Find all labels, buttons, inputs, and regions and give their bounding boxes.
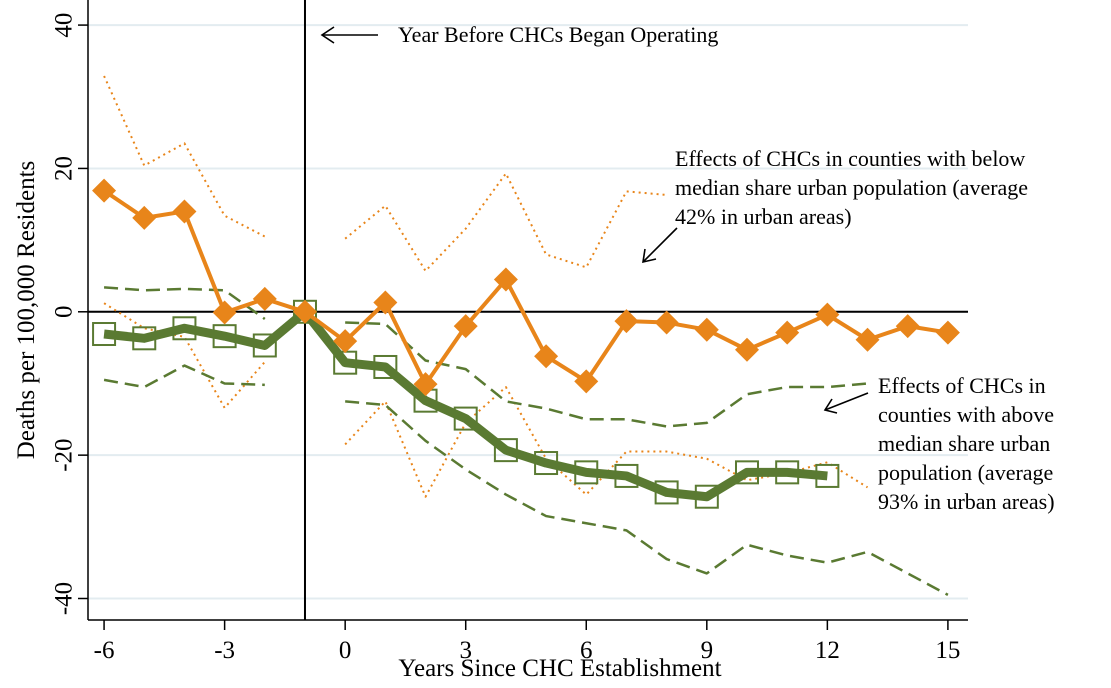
annotation: 93% in urban areas) xyxy=(878,489,1055,514)
marker xyxy=(694,484,719,509)
series-line xyxy=(102,189,949,387)
annotation: counties with above xyxy=(878,402,1054,427)
series-line xyxy=(345,321,868,428)
x-axis-label: Years Since CHC Establishment xyxy=(398,655,721,682)
marker xyxy=(252,333,277,358)
marker xyxy=(413,372,438,397)
arrow xyxy=(824,392,869,411)
arrow xyxy=(642,227,678,263)
y-tick-label: -20 xyxy=(51,438,78,471)
marker xyxy=(654,480,679,505)
marker xyxy=(493,267,518,292)
marker xyxy=(292,299,317,324)
arrow-head xyxy=(320,26,335,44)
y-tick-label: -40 xyxy=(51,582,78,615)
x-tick-label: 0 xyxy=(339,637,352,664)
marker xyxy=(935,320,960,345)
series-line xyxy=(103,302,266,409)
annotation: median share urban xyxy=(878,431,1050,456)
marker xyxy=(775,460,800,485)
x-tick-label: 6 xyxy=(580,637,593,664)
arrows xyxy=(320,26,869,414)
marker xyxy=(815,302,840,327)
x-tick-label: 3 xyxy=(459,637,472,664)
series-line xyxy=(103,307,828,502)
marker xyxy=(453,406,478,431)
series-line xyxy=(345,400,949,597)
y-tick-label: 20 xyxy=(51,156,78,181)
x-tick-label: 9 xyxy=(701,637,714,664)
x-tick-label: -6 xyxy=(94,637,115,664)
marker xyxy=(493,438,518,463)
annotation: median share urban population (average xyxy=(675,175,1028,200)
y-tick-label: 0 xyxy=(51,306,78,319)
marker xyxy=(453,314,478,339)
annotation: population (average xyxy=(878,460,1053,485)
marker xyxy=(92,178,117,203)
marker xyxy=(815,463,840,488)
marker xyxy=(614,309,639,334)
arrow-head xyxy=(642,248,657,264)
marker xyxy=(132,326,157,351)
marker xyxy=(172,199,197,224)
marker xyxy=(734,460,759,485)
y-axis-label: Deaths per 100,000 Residents xyxy=(13,161,40,460)
marker xyxy=(734,337,759,362)
annotation: Year Before CHCs Began Operating xyxy=(398,22,718,47)
series-line xyxy=(344,172,667,272)
marker xyxy=(132,205,157,230)
marker xyxy=(775,320,800,345)
marker xyxy=(654,310,679,335)
marker xyxy=(333,329,358,354)
marker xyxy=(574,369,599,394)
marker xyxy=(855,327,880,352)
marker xyxy=(373,290,398,315)
arrow-head xyxy=(823,398,838,414)
annotation: Effects of CHCs in xyxy=(878,373,1046,398)
marker xyxy=(574,460,599,485)
series-line xyxy=(103,364,265,389)
marker xyxy=(614,463,639,488)
annotation: Effects of CHCs in counties with below xyxy=(675,146,1025,171)
annotation: 42% in urban areas) xyxy=(675,204,852,229)
marker xyxy=(252,286,277,311)
marker xyxy=(694,317,719,342)
marker xyxy=(373,354,398,379)
x-tick-label: -3 xyxy=(214,637,235,664)
marker xyxy=(212,324,237,349)
marker xyxy=(92,322,117,347)
marker xyxy=(895,314,920,339)
marker xyxy=(212,300,237,325)
marker xyxy=(534,344,559,369)
x-tick-label: 12 xyxy=(815,637,840,664)
marker xyxy=(534,451,559,476)
series-line xyxy=(103,75,266,238)
marker xyxy=(172,316,197,341)
x-tick-label: 15 xyxy=(935,637,960,664)
series-line xyxy=(103,286,266,320)
y-tick-label: 40 xyxy=(51,13,78,38)
